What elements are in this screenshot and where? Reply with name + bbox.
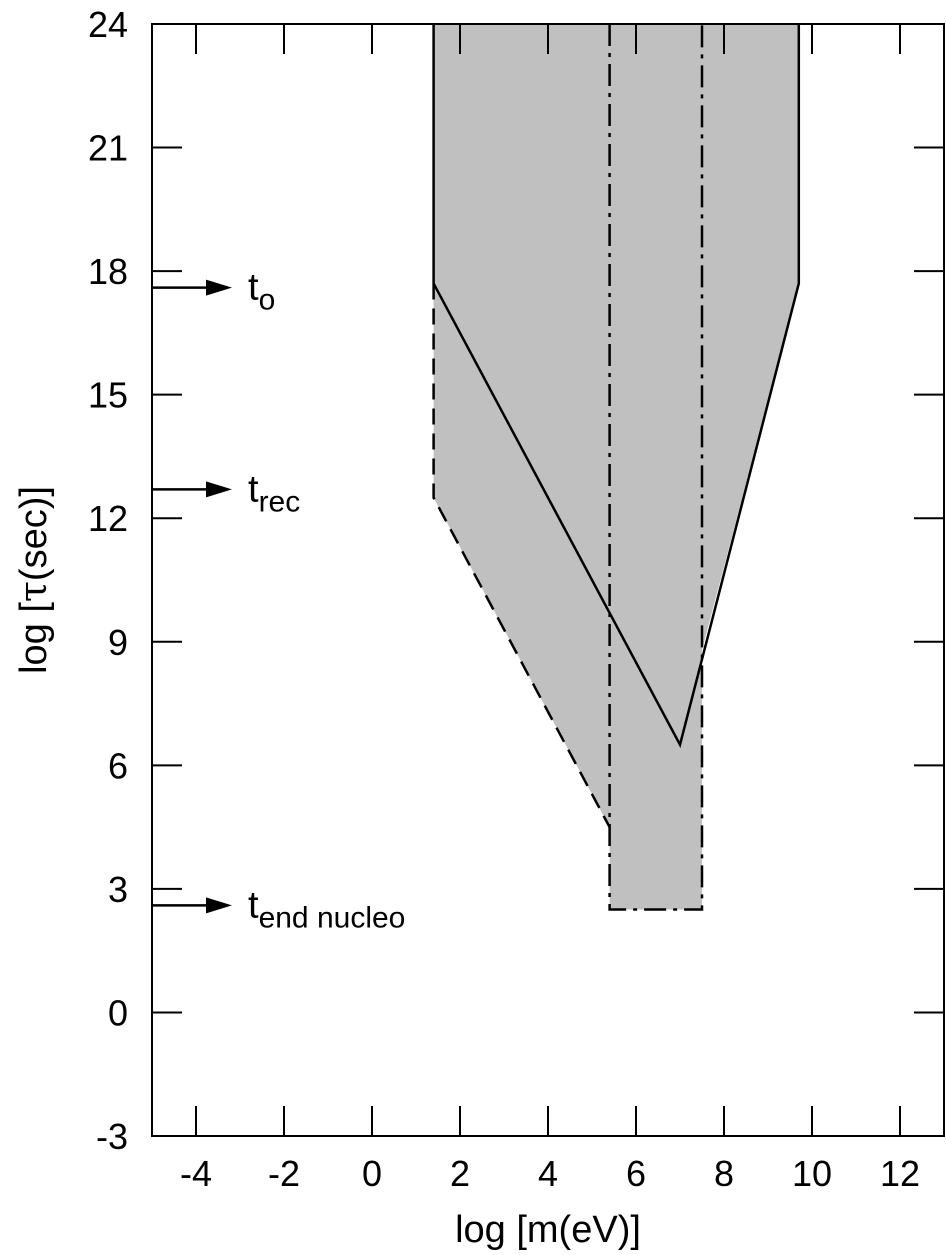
y-axis-label-symbol: τ — [11, 581, 55, 602]
annotation-arrowhead — [206, 897, 232, 914]
y-tick-label: 3 — [108, 869, 128, 910]
y-tick-label: 24 — [88, 4, 128, 45]
x-tick-label: 6 — [626, 1153, 646, 1194]
y-tick-label: 15 — [88, 375, 128, 416]
y-tick-label: 12 — [88, 498, 128, 539]
annotation-subscript: o — [259, 284, 276, 317]
shaded-region-layer — [433, 24, 799, 910]
annotation-subscript: end nucleo — [259, 901, 406, 934]
x-tick-label: 0 — [362, 1153, 382, 1194]
annotation-2: trec — [152, 468, 300, 518]
y-tick-label: 18 — [88, 251, 128, 292]
boundary-line-dashdot-4 — [608, 24, 704, 911]
annotation-main: t — [248, 468, 259, 510]
annotation-label: tend nucleo — [248, 884, 405, 934]
y-axis-label-prefix: log [ — [13, 602, 55, 674]
y-tick-label: 21 — [88, 128, 128, 169]
y-axis-label-suffix: (sec)] — [13, 486, 55, 581]
annotation-label: trec — [248, 468, 300, 518]
annotation-label: to — [248, 267, 275, 317]
boundary-lines-layer — [432, 24, 801, 911]
ticks-layer — [152, 23, 944, 1137]
y-tick-label: 6 — [108, 745, 128, 786]
annotation-arrowhead — [206, 481, 232, 498]
x-tick-label: -2 — [268, 1153, 300, 1194]
annotation-main: t — [248, 267, 259, 309]
x-tick-label: 4 — [538, 1153, 558, 1194]
y-tick-label: 9 — [108, 622, 128, 663]
x-tick-label: 8 — [714, 1153, 734, 1194]
x-tick-label: -4 — [180, 1153, 212, 1194]
annotation-main: t — [248, 884, 259, 926]
x-tick-label: 2 — [450, 1153, 470, 1194]
annotation-subscript: rec — [259, 485, 301, 518]
annotation-arrowhead — [206, 279, 232, 296]
y-tick-label: -3 — [96, 1116, 128, 1157]
annotation-1: to — [152, 267, 275, 317]
boundary-line-dashed-3 — [432, 283, 611, 828]
annotation-3: tend nucleo — [152, 884, 405, 934]
x-axis-label: log [m(eV)] — [455, 1209, 641, 1251]
x-tick-label: 10 — [792, 1153, 832, 1194]
boundary-line-solid-2 — [432, 24, 801, 749]
x-tick-label: 12 — [880, 1153, 920, 1194]
y-axis-label: log [τ(sec)] — [11, 486, 55, 674]
shaded-region — [433, 24, 799, 910]
y-tick-label: 0 — [108, 992, 128, 1033]
